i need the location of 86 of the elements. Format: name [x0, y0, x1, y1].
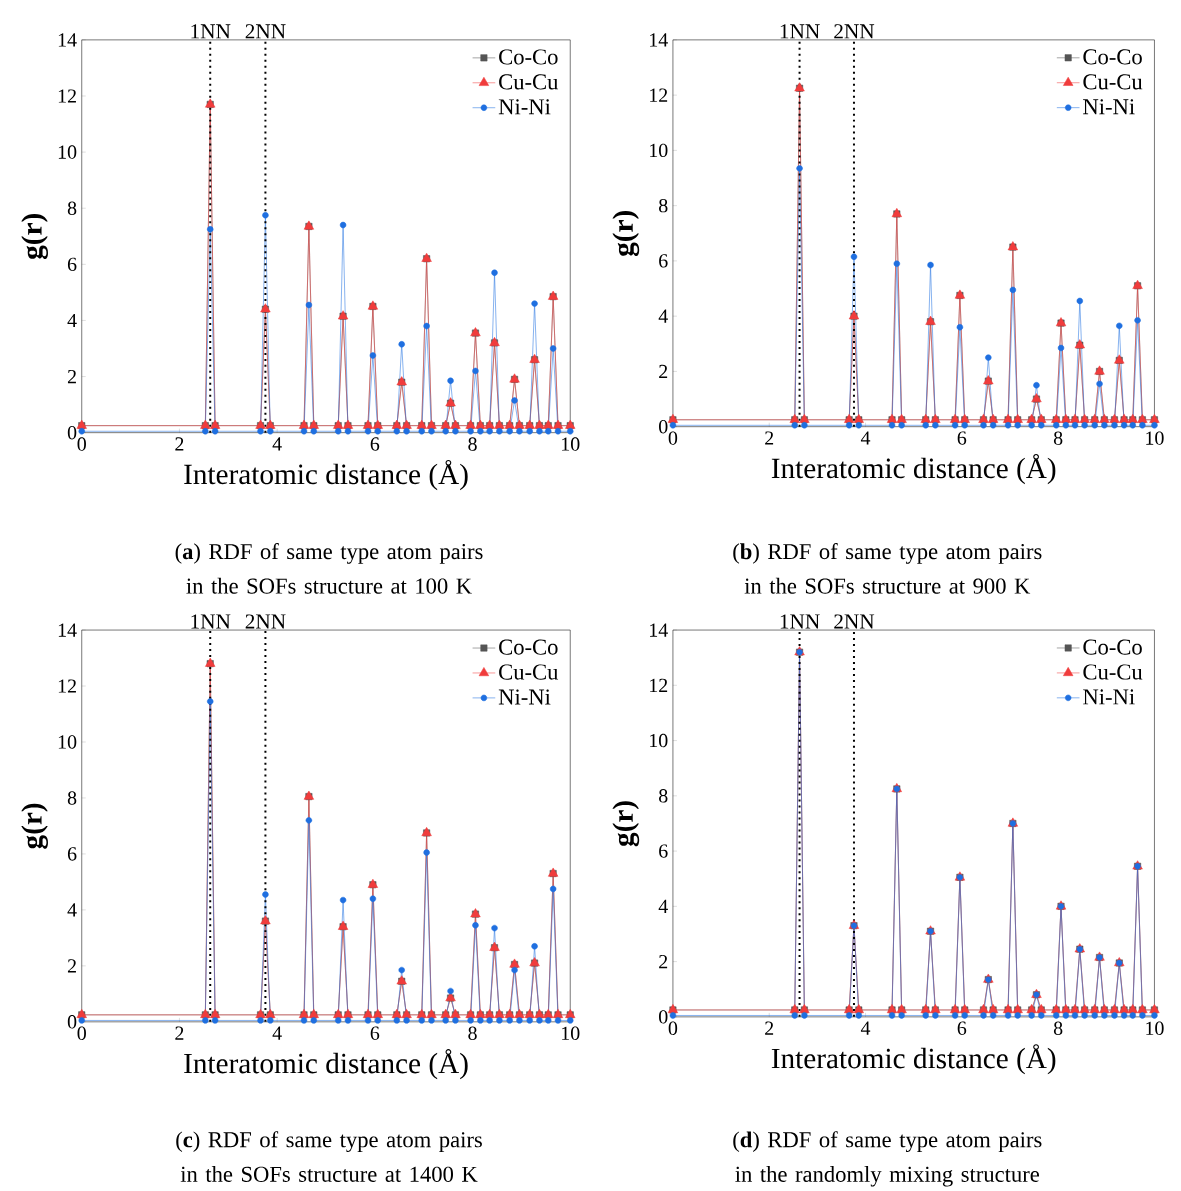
x-axis-title: Interatomic distance (Å): [184, 1049, 468, 1080]
legend-label: Ni-Ni: [498, 99, 551, 115]
y-tick-label: 0: [659, 419, 668, 434]
legend-label: Co-Co: [499, 639, 558, 655]
legend-label: Cu-Cu: [499, 664, 559, 680]
y-tick-label: 4: [67, 903, 77, 917]
y-tick-label: 2: [68, 959, 77, 973]
y-tick-label: 6: [659, 254, 668, 268]
y-tick-label: 6: [68, 847, 77, 861]
ref-line-label: 1NN: [780, 24, 820, 39]
text: (c) RDF of same type atom pairs in the SOFs structure at 1400 K: [176, 1131, 483, 1182]
x-tick-label: 10: [1146, 1021, 1164, 1035]
x-tick-label: 10: [562, 437, 580, 451]
y-axis-title: g(r): [612, 211, 640, 257]
y-tick-label: 6: [68, 257, 77, 272]
y-tick-label: 10: [650, 143, 668, 158]
x-tick-label: 2: [765, 431, 774, 445]
y-tick-label: 2: [659, 955, 668, 969]
y-tick-label: 12: [58, 679, 77, 693]
x-tick-label: 8: [468, 1026, 477, 1040]
legend-label: Co-Co: [1083, 49, 1142, 65]
y-tick-label: 14: [650, 33, 669, 47]
x-tick-label: 4: [272, 1026, 282, 1040]
y-tick-label: 6: [659, 844, 668, 858]
y-tick-label: 12: [58, 89, 77, 103]
x-tick-label: 8: [1054, 431, 1063, 445]
y-axis-title: g(r): [21, 214, 49, 260]
x-tick-label: 0: [77, 437, 87, 451]
y-tick-label: 0: [659, 1010, 668, 1024]
x-tick-label: 2: [765, 1021, 774, 1035]
ref-line-label: 2NN: [834, 24, 875, 39]
x-tick-label: 10: [562, 1026, 580, 1040]
legend-label: Cu-Cu: [499, 74, 559, 90]
y-tick-label: 8: [67, 201, 77, 215]
x-tick-label: 4: [861, 1021, 871, 1035]
y-tick-label: 2: [68, 369, 77, 384]
legend-label: Ni-Ni: [1083, 689, 1135, 705]
ref-line-label: 2NN: [245, 614, 286, 629]
y-axis-title: g(r): [612, 801, 640, 847]
x-tick-label: 4: [861, 431, 871, 445]
text: (d) RDF of same type atom pairs in the randomly mixing structure: [733, 1131, 1042, 1187]
x-tick-label: 0: [668, 431, 678, 445]
x-tick-label: 6: [370, 437, 380, 451]
y-tick-label: 4: [658, 899, 669, 913]
x-tick-label: 6: [957, 431, 967, 445]
x-axis-title: Interatomic distance (Å): [771, 453, 1056, 485]
y-tick-label: 8: [67, 791, 77, 805]
ref-line-label: 2NN: [834, 614, 875, 629]
x-axis-title: Interatomic distance (Å): [771, 1044, 1056, 1075]
legend-label: Cu-Cu: [1083, 664, 1143, 680]
x-tick-label: 2: [175, 437, 184, 451]
text: (b) RDF of same type atom pairs in the SOFs structure at 900 K: [733, 543, 1042, 594]
x-tick-label: 6: [370, 1026, 380, 1040]
legend-label: Ni-Ni: [498, 689, 551, 705]
x-tick-label: 6: [957, 1021, 967, 1035]
ref-line-label: 2NN: [245, 24, 286, 39]
x-tick-label: 10: [1146, 431, 1164, 445]
y-tick-label: 10: [650, 733, 668, 748]
y-tick-label: 12: [650, 88, 668, 102]
x-tick-label: 8: [468, 437, 477, 451]
x-tick-label: 4: [272, 437, 282, 451]
y-tick-label: 2: [659, 364, 668, 379]
y-tick-label: 10: [58, 735, 77, 749]
ref-line-label: 1NN: [191, 614, 231, 629]
y-tick-label: 4: [67, 313, 77, 327]
y-tick-label: 14: [58, 33, 77, 47]
x-tick-label: 2: [175, 1026, 184, 1040]
legend-label: Cu-Cu: [1083, 74, 1143, 90]
y-tick-label: 12: [650, 678, 668, 692]
x-tick-label: 0: [668, 1021, 678, 1035]
y-tick-label: 14: [650, 623, 669, 637]
legend-label: Co-Co: [1083, 639, 1142, 655]
legend-label: Co-Co: [499, 49, 558, 65]
ref-line-label: 1NN: [780, 614, 820, 629]
y-tick-label: 14: [58, 623, 77, 637]
x-tick-label: 0: [77, 1026, 87, 1040]
y-tick-label: 10: [58, 145, 77, 159]
legend-label: Ni-Ni: [1083, 99, 1135, 115]
y-tick-label: 8: [659, 198, 668, 213]
ref-line-label: 1NN: [191, 24, 231, 39]
x-tick-label: 8: [1054, 1021, 1063, 1035]
text: (a) RDF of same type atom pairs in the SOFs structure at 100 K: [175, 543, 483, 594]
x-axis-title: Interatomic distance (Å): [184, 459, 468, 491]
y-tick-label: 8: [659, 789, 668, 803]
y-axis-title: g(r): [21, 803, 49, 849]
y-tick-label: 4: [658, 309, 669, 323]
